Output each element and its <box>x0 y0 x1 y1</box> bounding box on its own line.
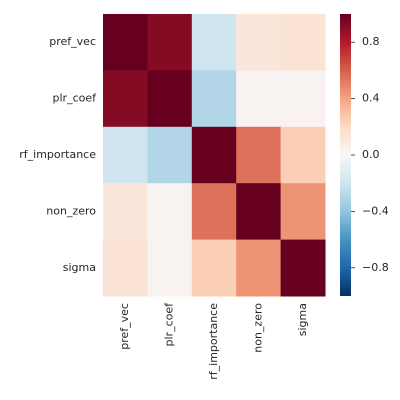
x-tick-label: plr_coef <box>163 302 176 347</box>
colorbar-tick-label: 0.8 <box>362 35 380 48</box>
heatmap-cell <box>191 239 237 297</box>
heatmap-cell <box>280 126 326 184</box>
heatmap-cell <box>236 239 282 297</box>
colorbar-tick-label: −0.8 <box>362 261 389 274</box>
y-tick-label: pref_vec <box>49 35 96 48</box>
y-tick-label: plr_coef <box>53 92 98 105</box>
colorbar-tick-label: 0.4 <box>362 92 380 105</box>
heatmap-cell <box>147 239 193 297</box>
heatmap-cell <box>236 183 282 241</box>
heatmap-cell <box>236 14 282 71</box>
heatmap-cell <box>191 126 237 184</box>
heatmap-cell <box>280 239 326 297</box>
heatmap-cell <box>147 14 193 71</box>
heatmap-cell <box>103 14 148 71</box>
colorbar <box>340 14 351 296</box>
heatmap-cell <box>236 126 282 184</box>
x-tick-label: pref_vec <box>118 303 131 350</box>
heatmap-cell <box>147 183 193 241</box>
heatmap-cell <box>280 70 326 128</box>
x-tick-label: non_zero <box>251 303 264 353</box>
y-tick-label: rf_importance <box>19 148 96 161</box>
heatmap-cell <box>103 183 148 241</box>
heatmap-cell <box>147 70 193 128</box>
colorbar-tick-label: −0.4 <box>362 204 389 217</box>
heatmap-cell <box>191 70 237 128</box>
heatmap-cell <box>147 126 193 184</box>
heatmap-cell <box>280 183 326 241</box>
x-tick-label: rf_importance <box>207 303 220 380</box>
heatmap-cell <box>103 239 148 297</box>
heatmap-cell <box>280 14 326 71</box>
x-tick-label: sigma <box>296 303 309 336</box>
heatmap-cell <box>236 70 282 128</box>
y-tick-label: sigma <box>63 261 96 274</box>
heatmap-cell <box>103 70 148 128</box>
heatmap-cell <box>191 14 237 71</box>
heatmap-cell <box>103 126 148 184</box>
y-tick-label: non_zero <box>46 204 96 217</box>
heatmap-cell <box>191 183 237 241</box>
colorbar-tick-label: 0.0 <box>362 148 380 161</box>
